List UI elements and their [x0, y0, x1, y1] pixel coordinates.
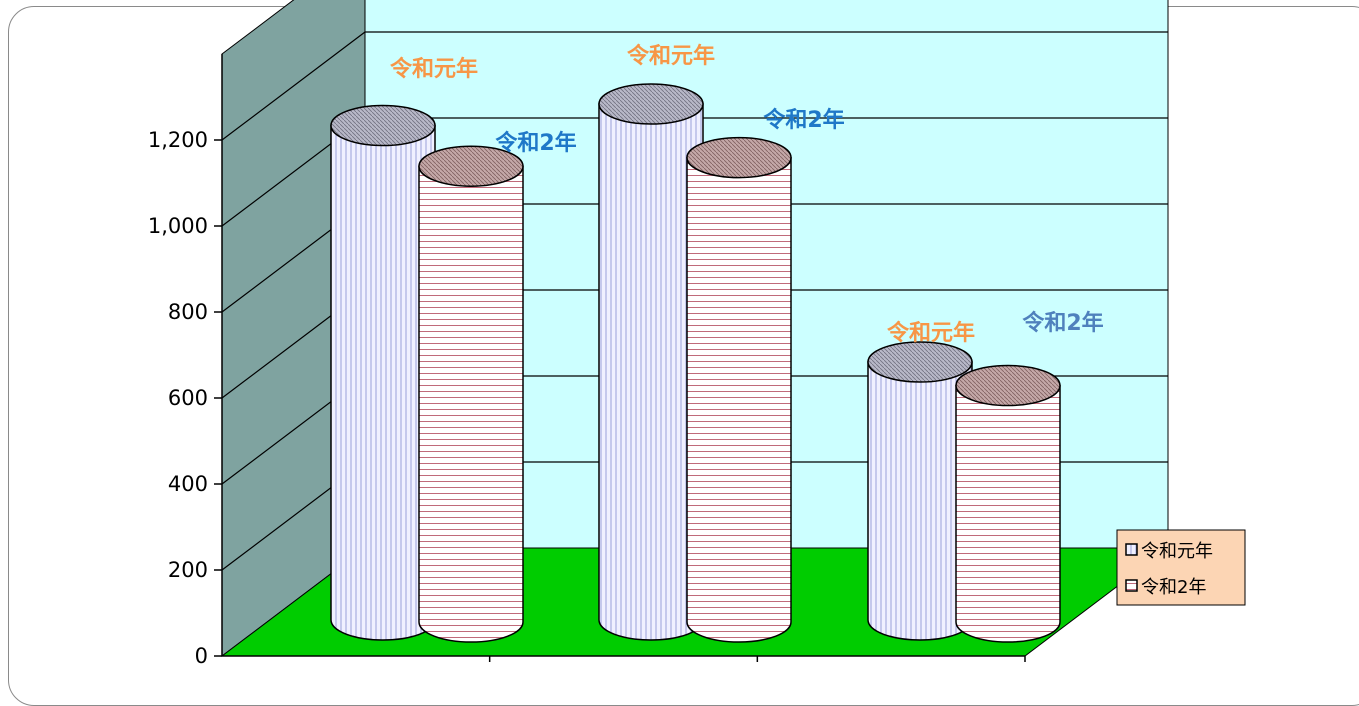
bar-body-2-1 — [955, 384, 1061, 643]
bar-body-1-1 — [686, 156, 792, 643]
bar-cap-1-1 — [686, 136, 792, 179]
data-label-0-1: 令和2年 — [495, 130, 576, 156]
bar-cap-1-0 — [598, 83, 704, 125]
y-tick-label-5: 1,000 — [148, 214, 208, 238]
bar-2-0 — [867, 341, 973, 641]
y-tick-label-0: 0 — [195, 644, 208, 668]
data-label-1-1: 令和2年 — [763, 107, 844, 133]
bar-cap-0-0 — [330, 104, 436, 147]
y-tick-label-6: 1,200 — [148, 128, 208, 152]
bars — [330, 83, 1061, 643]
bar-0-1 — [418, 145, 524, 643]
y-tick-label-2: 400 — [168, 472, 208, 496]
legend-label-series-1: 令和元年 — [1141, 541, 1213, 562]
legend-box — [1116, 529, 1246, 606]
y-tick-labels: 0 200 400 600 800 1,000 1,200 — [148, 128, 208, 668]
legend-marker-series-1 — [1125, 543, 1138, 556]
bar-1-1 — [686, 136, 792, 643]
bar-cap-2-0 — [867, 341, 973, 383]
legend-item-series-2: 令和2年 — [1125, 577, 1206, 598]
axes — [214, 54, 1026, 662]
y-tick-label-1: 200 — [168, 558, 208, 582]
bar-body-0-1 — [418, 165, 524, 643]
y-tick-label-3: 600 — [168, 386, 208, 410]
y-tick-label-4: 800 — [168, 300, 208, 324]
data-label-1-0: 令和元年 — [627, 43, 715, 69]
bar-2-1 — [955, 364, 1061, 643]
bar-cap-2-1 — [955, 364, 1061, 407]
gridline-6 — [221, 31, 1168, 141]
legend: 令和元年 令和2年 — [1116, 529, 1246, 606]
bar-cap-0-1 — [418, 145, 524, 187]
legend-item-series-1: 令和元年 — [1125, 541, 1213, 562]
data-label-0-0: 令和元年 — [390, 56, 478, 82]
data-label-2-1: 令和2年 — [1022, 310, 1103, 336]
data-label-2-0: 令和元年 — [887, 320, 975, 346]
legend-label-series-2: 令和2年 — [1141, 577, 1206, 598]
legend-marker-series-2 — [1125, 579, 1138, 592]
